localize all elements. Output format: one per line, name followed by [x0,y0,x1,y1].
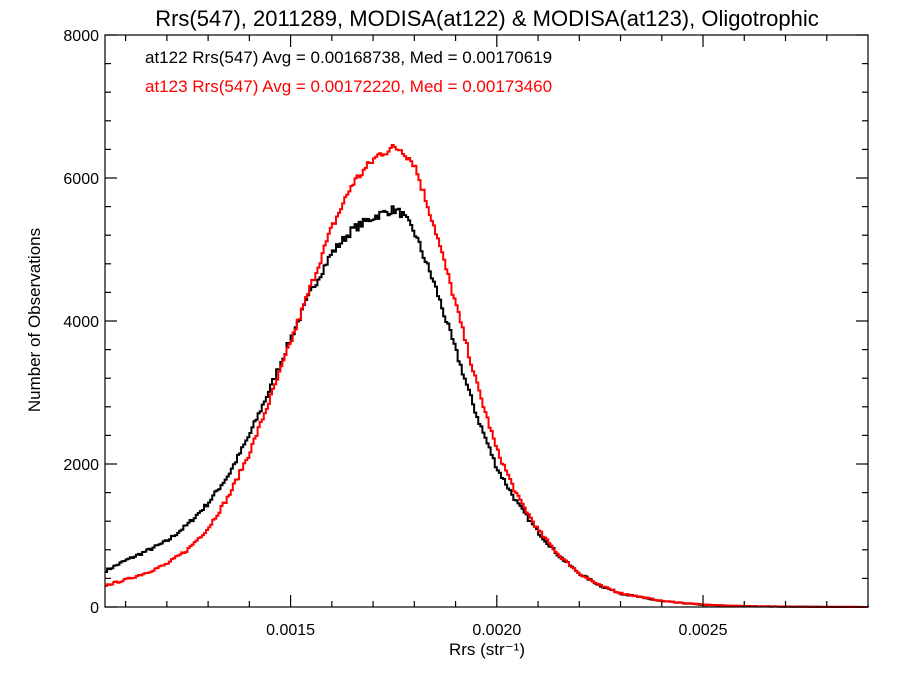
x-axis-label: Rrs (str⁻¹) [449,640,525,659]
x-tick-label: 0.0025 [679,622,728,639]
y-tick-label: 6000 [63,171,99,188]
y-tick-label: 8000 [63,28,99,45]
chart-title: Rrs(547), 2011289, MODISA(at122) & MODIS… [155,6,819,31]
y-tick-label: 0 [90,600,99,617]
x-tick-label: 0.0020 [472,622,521,639]
axis-layer: 0.0015 0.0020 0.0025 0 2000 4000 6000 8000 [63,28,868,639]
series-layer [105,143,869,608]
annotation-at122: at122 Rrs(547) Avg = 0.00168738, Med = 0… [145,48,552,67]
y-tick-label: 4000 [63,314,99,331]
series-line-1 [105,143,868,608]
annotation-at123: at123 Rrs(547) Avg = 0.00172220, Med = 0… [145,77,552,96]
y-tick-label: 2000 [63,457,99,474]
plot-frame [104,34,869,608]
x-tick-label: 0.0015 [266,622,315,639]
y-axis-label: Number of Observations [25,228,44,412]
